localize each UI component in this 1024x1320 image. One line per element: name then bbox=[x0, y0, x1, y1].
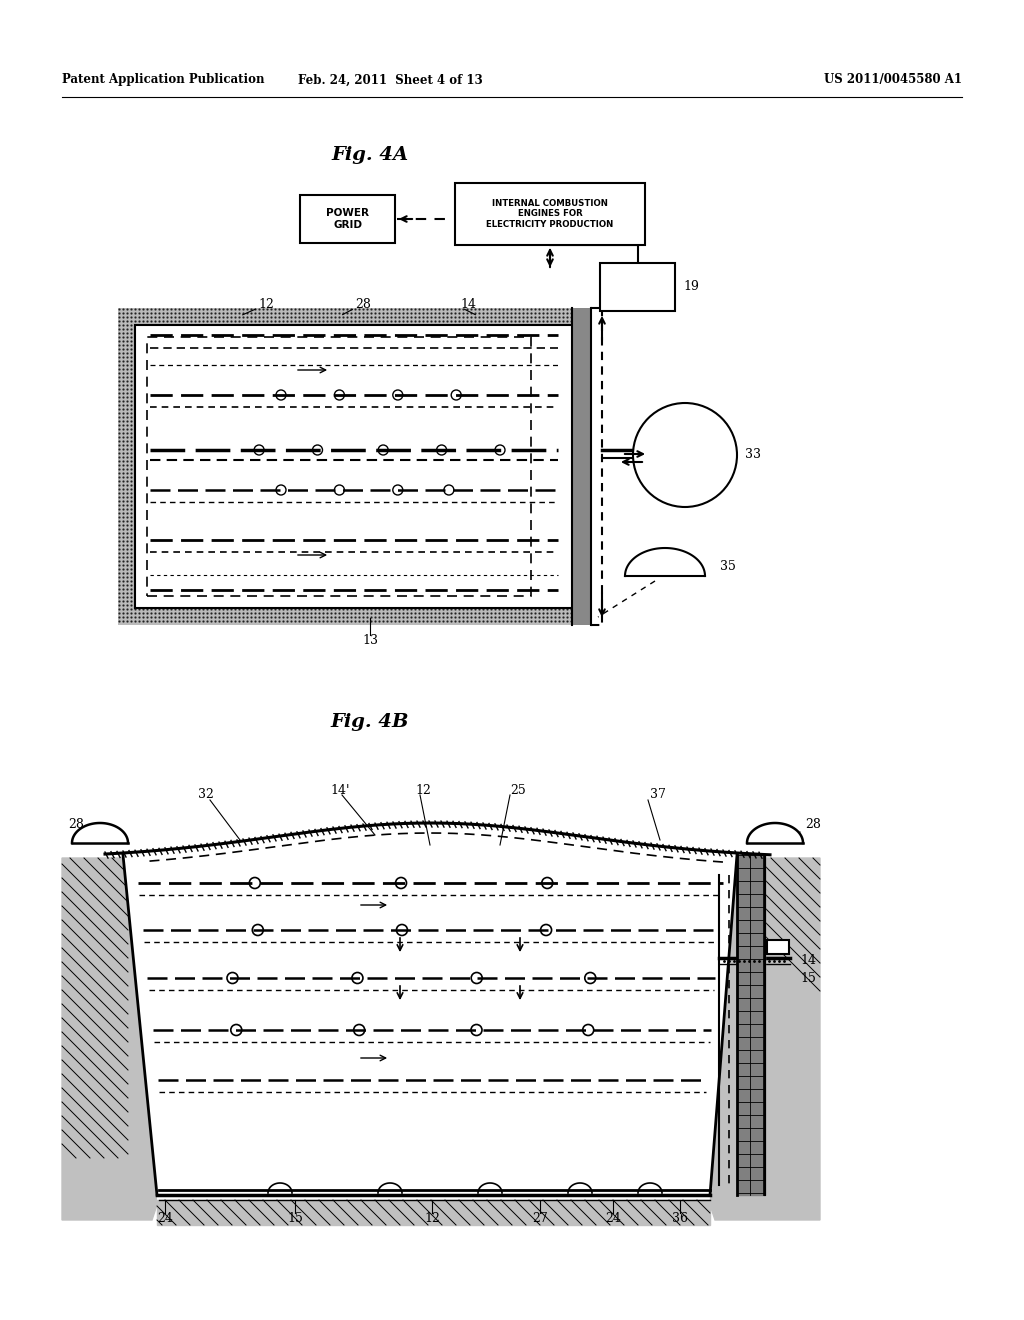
Text: 15: 15 bbox=[287, 1212, 303, 1225]
Text: 14: 14 bbox=[460, 298, 476, 312]
Text: 14': 14' bbox=[330, 784, 349, 796]
Text: Fig. 4B: Fig. 4B bbox=[331, 713, 410, 731]
Text: US 2011/0045580 A1: US 2011/0045580 A1 bbox=[824, 74, 962, 87]
Text: 15: 15 bbox=[800, 972, 816, 985]
Text: 32: 32 bbox=[198, 788, 214, 801]
Polygon shape bbox=[737, 855, 765, 1195]
Polygon shape bbox=[62, 858, 157, 1220]
Text: 12: 12 bbox=[415, 784, 431, 796]
Text: 12: 12 bbox=[258, 298, 273, 312]
Text: 28: 28 bbox=[805, 818, 821, 832]
Text: 25: 25 bbox=[510, 784, 525, 796]
Text: 24: 24 bbox=[157, 1212, 173, 1225]
Bar bbox=[300, 195, 395, 243]
Bar bbox=[767, 940, 790, 954]
Text: 12: 12 bbox=[424, 1212, 440, 1225]
Bar bbox=[147, 337, 531, 597]
Text: Feb. 24, 2011  Sheet 4 of 13: Feb. 24, 2011 Sheet 4 of 13 bbox=[298, 74, 482, 87]
Text: 28: 28 bbox=[355, 298, 371, 312]
Text: 24: 24 bbox=[605, 1212, 621, 1225]
Text: INTERNAL COMBUSTION
ENGINES FOR
ELECTRICITY PRODUCTION: INTERNAL COMBUSTION ENGINES FOR ELECTRIC… bbox=[486, 199, 613, 228]
Bar bbox=[455, 183, 645, 246]
Bar bbox=[118, 308, 590, 624]
Text: 13: 13 bbox=[362, 634, 378, 647]
Text: 37: 37 bbox=[650, 788, 666, 801]
Bar bbox=[600, 263, 675, 312]
Text: POWER
GRID: POWER GRID bbox=[326, 209, 369, 230]
Polygon shape bbox=[710, 858, 820, 1220]
Bar bbox=[135, 325, 573, 609]
Text: 33: 33 bbox=[745, 449, 761, 462]
Text: 14: 14 bbox=[800, 953, 816, 966]
Ellipse shape bbox=[633, 403, 737, 507]
Polygon shape bbox=[746, 822, 803, 843]
Text: 35: 35 bbox=[720, 560, 736, 573]
Text: Patent Application Publication: Patent Application Publication bbox=[62, 74, 264, 87]
Bar bbox=[572, 308, 592, 624]
Text: 28: 28 bbox=[68, 818, 84, 832]
Polygon shape bbox=[72, 822, 128, 843]
Text: 19: 19 bbox=[683, 281, 698, 293]
Text: 27: 27 bbox=[532, 1212, 548, 1225]
Polygon shape bbox=[157, 1200, 710, 1225]
Polygon shape bbox=[123, 855, 737, 1195]
Text: 36: 36 bbox=[672, 1212, 688, 1225]
Text: Fig. 4A: Fig. 4A bbox=[332, 147, 409, 164]
